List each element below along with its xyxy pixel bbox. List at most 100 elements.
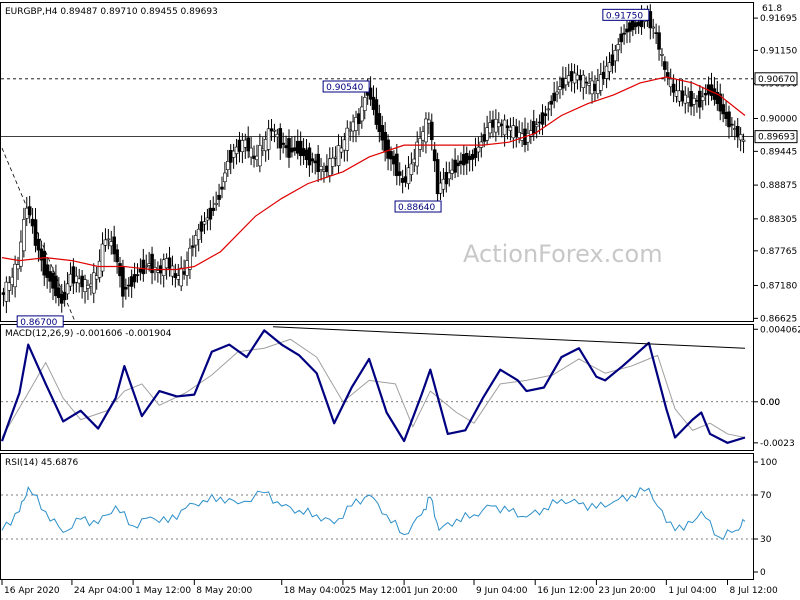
candle-body <box>307 147 312 166</box>
candle-body <box>476 146 481 153</box>
candle-body <box>333 156 338 159</box>
candle-body <box>103 239 108 246</box>
candle-body <box>57 287 61 298</box>
candle-body <box>109 241 114 247</box>
candle-body <box>581 74 586 89</box>
candle-body <box>16 264 20 270</box>
candle-body <box>249 147 253 158</box>
candle-body <box>7 282 12 291</box>
candle-body <box>293 147 297 151</box>
candle-body <box>188 247 192 270</box>
candle-body <box>537 121 542 124</box>
candle-body <box>546 108 551 111</box>
candle-body <box>421 131 425 141</box>
macd-divergence-line <box>272 326 746 349</box>
candle-body <box>80 275 84 288</box>
candle-body <box>310 158 315 162</box>
x-tick-label: 8 May 20:00 <box>196 586 252 596</box>
candle-body <box>173 273 178 278</box>
candle-body <box>319 166 323 170</box>
price-plot: 0.916950.911500.905900.900000.894450.888… <box>1 4 798 328</box>
candle-body <box>432 149 437 162</box>
price-tick-label: 0.91150 <box>760 46 797 56</box>
candle-body <box>258 145 262 167</box>
candle-body <box>220 186 224 190</box>
candle-body <box>243 139 248 148</box>
candle-body <box>345 127 350 151</box>
candle-body <box>427 119 431 124</box>
candle-body <box>199 221 204 232</box>
price-annotation-box <box>322 80 370 93</box>
candle-body <box>45 264 49 278</box>
candle-body <box>502 119 507 136</box>
candle-body <box>252 155 256 159</box>
candle-body <box>663 61 667 70</box>
candle-body <box>161 259 166 276</box>
candle-body <box>138 268 143 273</box>
scale-value: 61.8 <box>762 4 782 14</box>
candle-body <box>526 132 530 143</box>
candle-body <box>683 94 688 104</box>
candle-body <box>695 100 699 102</box>
candle-body <box>622 32 626 35</box>
candle-body <box>424 118 428 143</box>
candle-body <box>677 90 682 102</box>
candle-body <box>71 266 76 284</box>
candle-body <box>255 155 259 161</box>
candle-body <box>494 118 498 133</box>
candle-body <box>94 275 99 280</box>
candle-body <box>400 178 405 183</box>
candle-body <box>83 279 87 293</box>
candle-body <box>467 155 472 161</box>
candle-body <box>631 20 635 31</box>
candle-body <box>549 100 554 105</box>
candle-body <box>499 123 504 126</box>
candle-body <box>730 123 734 126</box>
candle-body <box>132 274 137 283</box>
candle-body <box>383 131 387 153</box>
candle-body <box>357 113 361 124</box>
candle-body <box>164 258 169 269</box>
candle-body <box>418 137 422 150</box>
candle-body <box>508 126 513 131</box>
candle-body <box>496 122 501 128</box>
candle-body <box>27 206 32 215</box>
candle-body <box>141 259 146 275</box>
x-tick-label: 23 Jun 20:00 <box>598 586 655 596</box>
candle-body <box>412 158 417 164</box>
candle-body <box>429 121 434 141</box>
candle-body <box>126 284 131 287</box>
candle-body <box>106 238 111 241</box>
candle-body <box>295 140 300 154</box>
candle-body <box>100 243 105 272</box>
candle-body <box>266 128 271 150</box>
price-marker-box <box>754 130 798 144</box>
candle-body <box>182 271 186 275</box>
candle-body <box>278 128 283 149</box>
rsi-tick-label: 30 <box>760 535 772 545</box>
candle-body <box>42 250 47 276</box>
candle-body <box>191 245 195 248</box>
price-tick-label: 0.89445 <box>760 147 797 157</box>
candle-body <box>718 93 723 112</box>
candle-body <box>686 96 690 103</box>
candle-body <box>62 291 67 301</box>
candle-body <box>438 182 443 194</box>
candle-body <box>196 228 201 240</box>
candle-body <box>339 147 344 153</box>
candle-body <box>214 202 218 205</box>
candle-body <box>86 284 90 289</box>
candle-body <box>473 148 478 159</box>
rsi-tick-label: 0 <box>760 568 766 578</box>
candle-body <box>65 283 70 295</box>
candle-body <box>616 44 621 51</box>
candle-body <box>587 83 591 86</box>
macd-panel-frame <box>0 324 754 451</box>
candle-body <box>275 133 280 138</box>
candle-body <box>281 142 285 145</box>
price-annotation-label: 0.88640 <box>398 203 435 213</box>
candle-body <box>124 287 128 290</box>
candle-body <box>290 147 294 153</box>
